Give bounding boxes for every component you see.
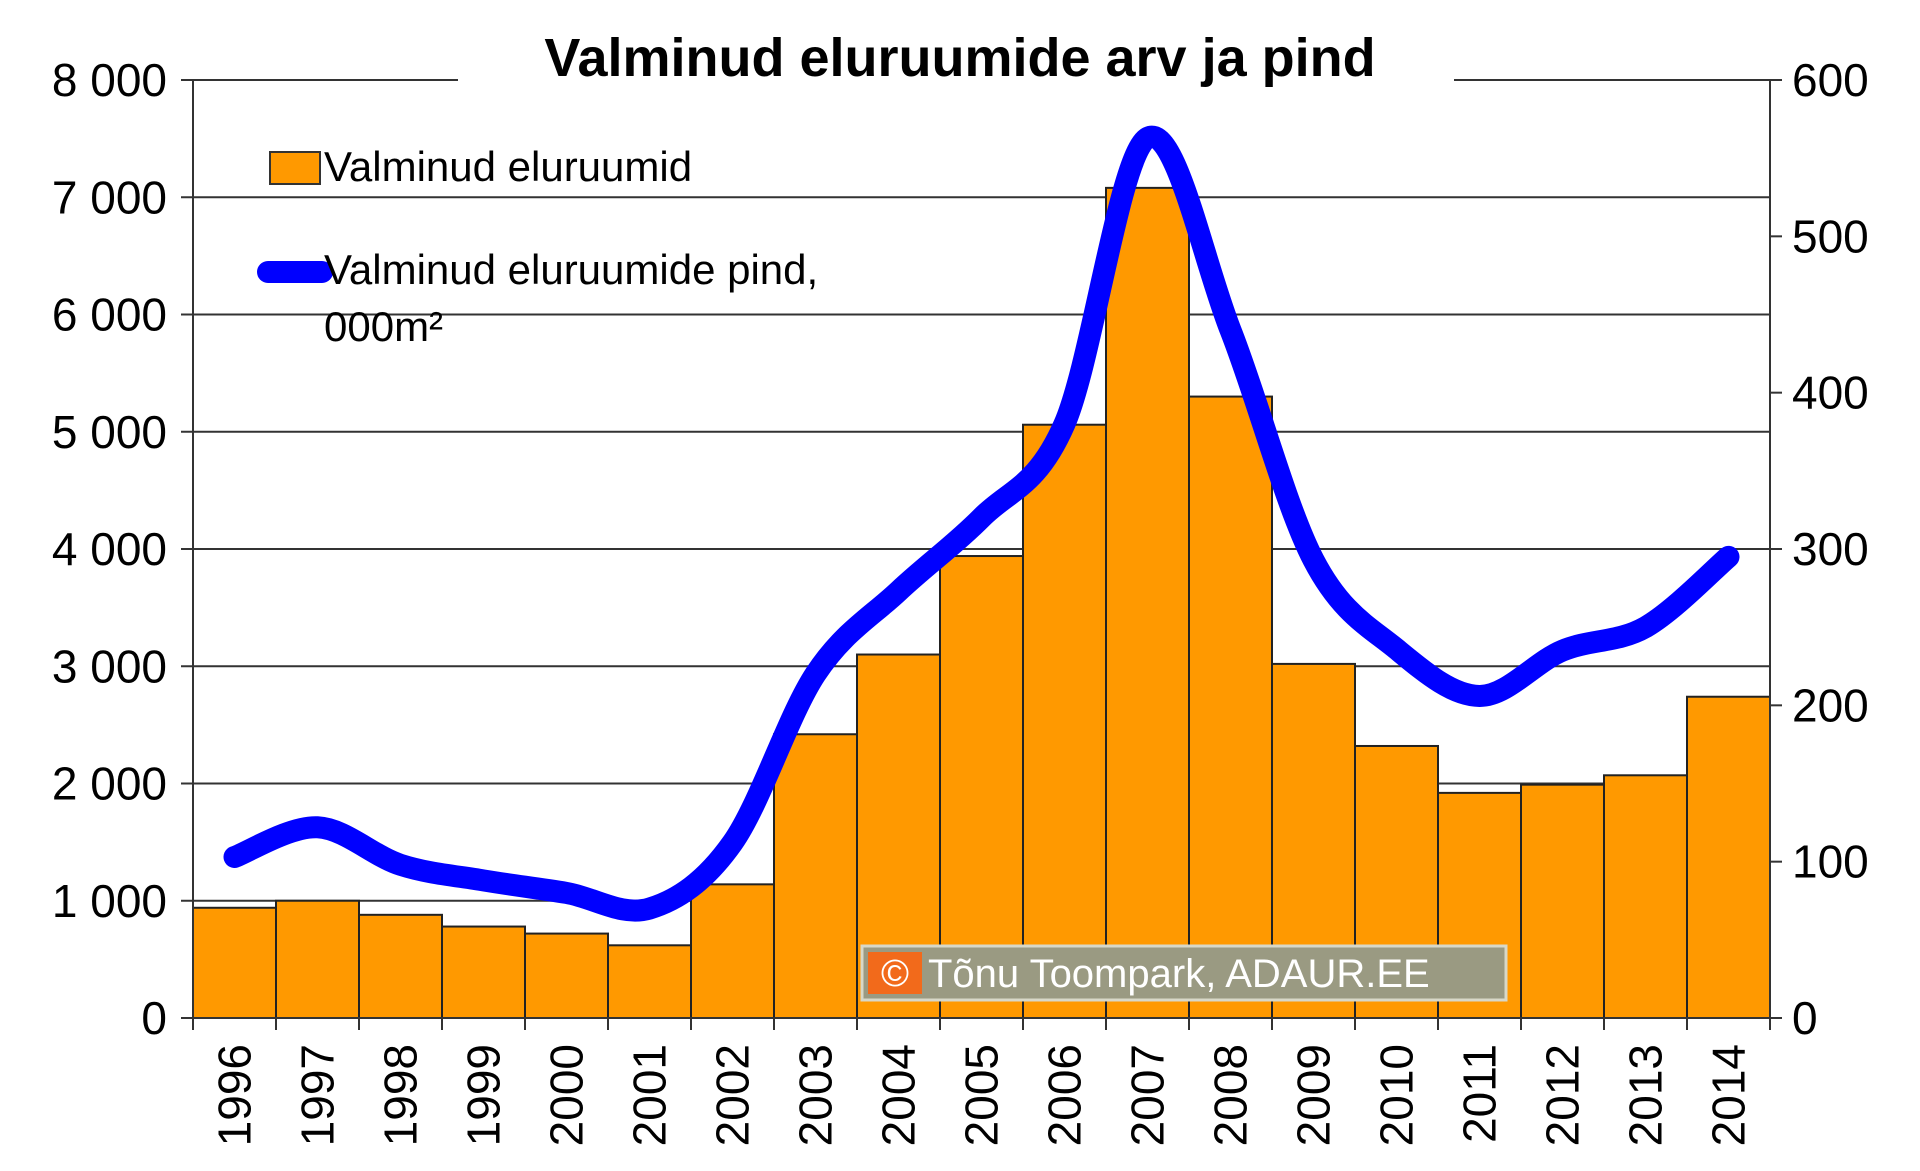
bar — [1603, 774, 1688, 1019]
bar — [1105, 186, 1190, 1019]
legend-line-label-1: Valminud eluruumide pind, — [324, 246, 818, 293]
legend-bar-swatch — [269, 151, 321, 185]
y-left-tick-label: 5 000 — [52, 406, 167, 458]
watermark-box — [860, 944, 1508, 1002]
y-left-tick-label: 4 000 — [52, 523, 167, 575]
x-tick-label: 2007 — [1122, 1044, 1174, 1146]
bar — [1520, 783, 1605, 1019]
legend-bar-label: Valminud eluruumid — [324, 143, 692, 190]
y-left-tick-label: 1 000 — [52, 875, 167, 927]
x-tick-label: 1997 — [292, 1044, 344, 1146]
bar — [358, 913, 443, 1020]
chart-title-background — [458, 22, 1454, 92]
y-left-tick-label: 7 000 — [52, 171, 167, 223]
x-tick-label: 2004 — [873, 1044, 925, 1146]
bar — [773, 733, 858, 1019]
y-right-tick-label: 200 — [1792, 679, 1869, 731]
x-tick-label: 2000 — [541, 1044, 593, 1146]
copyright-icon: © — [881, 953, 909, 995]
area-line — [223, 125, 1740, 922]
bar — [524, 932, 609, 1020]
bar — [1188, 395, 1273, 1019]
x-tick-label: 1998 — [375, 1044, 427, 1146]
x-tick-label: 2002 — [707, 1044, 759, 1146]
y-left-tick-label: 6 000 — [52, 289, 167, 341]
bar — [1686, 695, 1771, 1019]
x-tick-label: 2011 — [1454, 1044, 1506, 1143]
y-left-tick-label: 0 — [141, 992, 167, 1044]
bar — [275, 899, 360, 1019]
axes: 0 1 000 2 000 3 000 4 000 5 000 6 000 7 000 8 00… — [52, 54, 1869, 1146]
legend: Valminud eluruumid Valminud eluruumide p… — [257, 143, 818, 350]
x-tick-label: 2005 — [956, 1044, 1008, 1146]
x-tick-label: 2014 — [1703, 1044, 1755, 1146]
y-left-tick-label: 8 000 — [52, 54, 167, 106]
x-tick-label: 2006 — [1039, 1044, 1091, 1146]
x-tick-label: 1999 — [458, 1044, 510, 1146]
bar — [1022, 423, 1107, 1019]
legend-line-label-2: 000m² — [324, 303, 443, 350]
x-tick-label: 2010 — [1371, 1044, 1423, 1146]
y-right-tick-label: 300 — [1792, 523, 1869, 575]
bar — [441, 925, 526, 1019]
x-tick-label: 1996 — [209, 1044, 261, 1146]
copyright-icon-box — [868, 952, 922, 994]
y-right-tick-label: 0 — [1792, 992, 1818, 1044]
x-tick-label: 2003 — [790, 1044, 842, 1146]
x-tick-label: 2001 — [624, 1044, 676, 1146]
y-left-tick-label: 2 000 — [52, 758, 167, 810]
y-right-tick-label: 400 — [1792, 367, 1869, 419]
y-left-tick-label: 3 000 — [52, 640, 167, 692]
x-tick-label: 2009 — [1288, 1044, 1340, 1146]
x-tick-label: 2008 — [1205, 1044, 1257, 1146]
watermark: © Tõnu Toompark, ADAUR.EE — [860, 944, 1508, 1002]
bar — [192, 906, 277, 1019]
series-line — [223, 125, 1740, 922]
y-right-tick-label: 600 — [1792, 54, 1869, 106]
bar — [607, 944, 692, 1019]
chart-title: Valminud eluruumide arv ja pind — [544, 28, 1375, 88]
watermark-text: Tõnu Toompark, ADAUR.EE — [928, 952, 1430, 996]
x-tick-label: 2012 — [1537, 1044, 1589, 1146]
bar — [690, 883, 775, 1020]
x-tick-label: 2013 — [1620, 1044, 1672, 1146]
y-right-tick-label: 500 — [1792, 210, 1869, 262]
y-right-tick-label: 100 — [1792, 836, 1869, 888]
bars — [192, 186, 1771, 1020]
